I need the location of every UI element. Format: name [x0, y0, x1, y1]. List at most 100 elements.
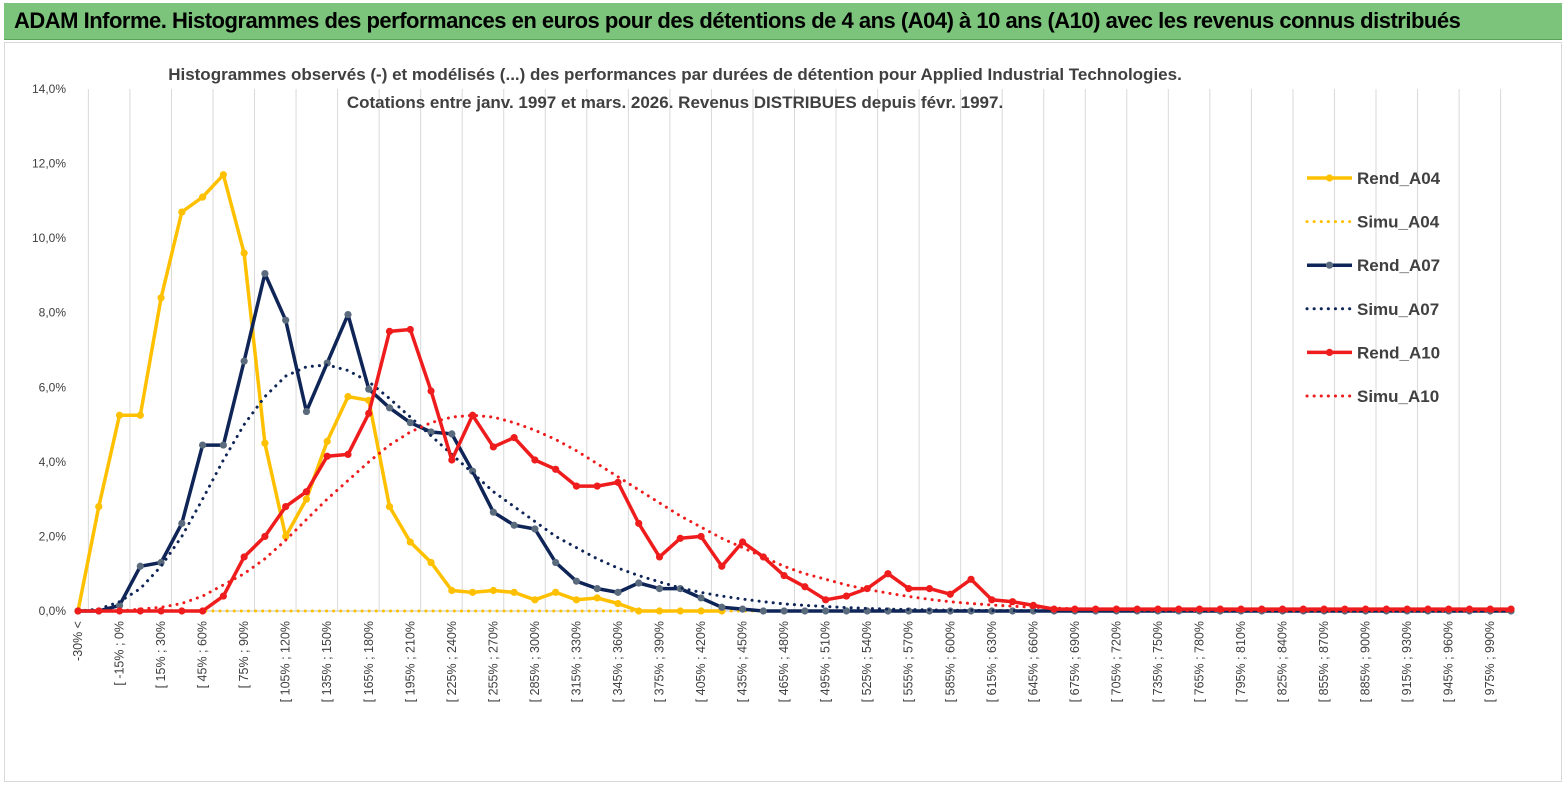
data-point	[385, 404, 394, 412]
series-line-rend_a10	[78, 327, 1511, 613]
x-tick-label: [ 75% ; 90%	[237, 621, 251, 688]
legend-marker	[1325, 348, 1334, 356]
data-point	[697, 532, 705, 541]
data-point	[261, 532, 269, 541]
x-tick-label: [ 285% ; 300%	[528, 621, 542, 702]
data-point	[988, 596, 996, 604]
data-point	[406, 419, 414, 427]
data-point	[925, 585, 934, 593]
data-point	[199, 193, 207, 201]
data-point	[801, 583, 809, 591]
data-point	[427, 387, 435, 395]
x-tick-label: [ 795% ; 810%	[1234, 621, 1248, 702]
data-point	[178, 208, 186, 216]
data-point	[614, 588, 622, 596]
data-point	[822, 596, 830, 604]
legend-label: Rend_A10	[1357, 343, 1440, 362]
data-point	[572, 577, 581, 585]
data-point	[801, 607, 809, 615]
y-tick-label: 2,0%	[39, 529, 67, 543]
data-point	[178, 607, 186, 615]
data-point	[115, 601, 124, 610]
data-point	[655, 585, 664, 593]
data-point	[448, 586, 456, 595]
data-point	[448, 456, 456, 464]
x-tick-label: [ 765% ; 780%	[1192, 621, 1206, 702]
x-tick-label: [ 225% ; 240%	[445, 621, 459, 702]
x-tick-label: -30% <	[71, 621, 85, 661]
data-point	[967, 575, 975, 583]
y-tick-label: 8,0%	[39, 306, 67, 320]
data-point	[905, 585, 913, 593]
data-point	[157, 607, 165, 615]
data-point	[738, 605, 747, 613]
data-point	[240, 553, 248, 561]
x-tick-label: [ 195% ; 210%	[403, 621, 417, 702]
data-point	[282, 532, 290, 541]
y-tick-label: 4,0%	[39, 455, 67, 469]
x-tick-label: [ 915% ; 930%	[1400, 621, 1414, 702]
data-point	[510, 521, 518, 529]
data-point	[468, 411, 477, 419]
x-tick-label: [ 15% ; 30%	[154, 621, 168, 688]
y-tick-label: 12,0%	[32, 157, 66, 171]
y-tick-label: 0,0%	[39, 604, 67, 618]
data-point	[385, 503, 394, 511]
data-point	[1382, 605, 1390, 613]
data-point	[842, 607, 851, 615]
data-point	[261, 269, 269, 278]
y-tick-label: 6,0%	[39, 380, 67, 394]
data-point	[572, 482, 581, 490]
y-tick-label: 10,0%	[32, 231, 66, 245]
x-tick-label: [ 615% ; 630%	[985, 621, 999, 702]
x-tick-label: [ 105% ; 120%	[279, 621, 293, 702]
data-point	[95, 503, 103, 511]
data-point	[427, 428, 435, 436]
data-point	[635, 579, 643, 587]
data-point	[593, 482, 601, 490]
data-point	[427, 558, 435, 567]
data-point	[406, 538, 414, 546]
data-point	[302, 407, 311, 416]
data-point	[552, 558, 560, 567]
data-point	[136, 411, 144, 419]
data-point	[780, 571, 788, 580]
chart-series	[74, 171, 1515, 615]
x-tick-label: [ 525% ; 540%	[860, 621, 874, 702]
x-tick-label: [ 405% ; 420%	[694, 621, 708, 702]
header-banner: ADAM Informe. Histogrammes des performan…	[4, 3, 1562, 40]
data-point	[219, 441, 227, 449]
data-point	[199, 607, 207, 615]
data-point	[655, 553, 664, 561]
x-tick-label: [ 315% ; 330%	[569, 621, 583, 702]
legend-marker	[1325, 174, 1334, 182]
report-title: ADAM Informe. Histogrammes des performan…	[14, 8, 1461, 33]
x-tick-label: [ 135% ; 150%	[320, 621, 334, 702]
data-point	[531, 456, 539, 464]
data-point	[344, 450, 352, 458]
data-point	[157, 294, 165, 302]
x-tick-label: [ 465% ; 480%	[777, 621, 791, 702]
data-point	[759, 607, 767, 615]
data-point	[261, 439, 269, 447]
data-point	[323, 437, 331, 445]
series-line-simu_a10	[76, 413, 1513, 613]
x-tick-label: [ -15% ; 0%	[113, 621, 127, 686]
data-point	[302, 495, 311, 503]
x-tick-label: [ 45% ; 60%	[196, 621, 210, 688]
x-tick-label: [ 885% ; 900%	[1359, 621, 1373, 702]
data-point	[385, 327, 394, 335]
data-point	[489, 508, 497, 516]
x-tick-label: [ 345% ; 360%	[611, 621, 625, 702]
x-tick-label: [ 375% ; 390%	[653, 621, 667, 702]
data-point	[822, 607, 830, 615]
data-point	[240, 249, 248, 257]
legend-label: Simu_A04	[1357, 213, 1440, 232]
data-point	[365, 385, 373, 393]
data-point	[510, 434, 518, 442]
x-tick-label: [ 825% ; 840%	[1276, 621, 1290, 702]
legend-label: Rend_A07	[1357, 256, 1440, 275]
data-point	[1029, 607, 1037, 615]
x-tick-label: [ 675% ; 690%	[1068, 621, 1082, 702]
